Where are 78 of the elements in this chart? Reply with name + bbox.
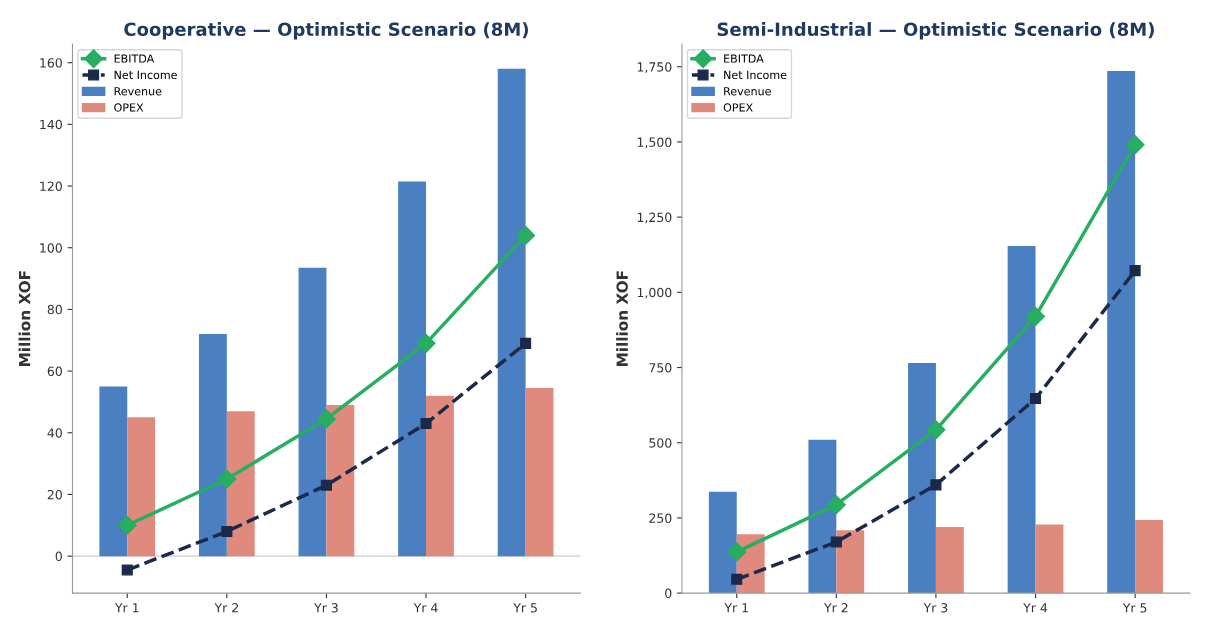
x-tick-label: Yr 4	[413, 603, 438, 613]
legend-label: EBITDA	[114, 54, 155, 63]
chart-title: Cooperative — Optimistic Scenario (8M)	[124, 22, 528, 40]
bar	[1007, 246, 1036, 594]
point	[830, 536, 842, 548]
point	[221, 525, 233, 538]
point	[516, 225, 536, 245]
y-tick-label: 100	[40, 243, 62, 253]
legend-label: OPEX	[723, 103, 753, 112]
bar	[908, 363, 936, 594]
point	[731, 573, 743, 585]
y-tick-label: 1,250	[637, 212, 672, 224]
point	[1025, 306, 1046, 326]
legend-label: OPEX	[114, 103, 144, 112]
y-tick-label: 1,750	[637, 62, 672, 73]
point	[1029, 392, 1042, 405]
point	[1125, 135, 1145, 155]
point	[416, 333, 436, 353]
legend-label: EBITDA	[724, 54, 764, 63]
y-tick-label: 1,500	[637, 137, 672, 149]
bar	[708, 491, 737, 594]
point	[117, 515, 137, 535]
x-tick-label: Yr 3	[314, 603, 338, 613]
point	[217, 469, 237, 489]
y-tick-label: 250	[649, 513, 672, 523]
point	[727, 542, 747, 562]
y-tick-label: 60	[47, 366, 62, 377]
bar	[1135, 520, 1163, 594]
bar	[935, 526, 964, 594]
y-tick-label: 0	[55, 551, 62, 562]
bar	[99, 386, 128, 557]
y-tick-label: 80	[47, 304, 62, 315]
bar	[1107, 70, 1136, 594]
legend-label: Net Income	[724, 70, 787, 80]
y-tick-label: 750	[649, 363, 672, 373]
point	[121, 564, 133, 576]
y-tick-label: 40	[47, 428, 62, 438]
x-tick-label: Yr 5	[513, 603, 537, 613]
point	[420, 417, 432, 430]
bar	[127, 417, 156, 557]
bar	[426, 395, 454, 557]
x-tick-label: Yr 5	[1122, 603, 1147, 613]
x-tick-label: Yr 2	[823, 603, 848, 613]
point	[316, 409, 336, 429]
legend-label: Revenue	[114, 87, 162, 96]
point	[826, 495, 846, 515]
y-tick-label: 160	[40, 58, 62, 68]
legend-label: Net Income	[114, 70, 177, 80]
point	[926, 420, 946, 440]
bar	[298, 267, 327, 557]
legend-label: Revenue	[724, 87, 771, 96]
bar	[198, 334, 227, 557]
y-tick-label: 0	[665, 588, 672, 599]
x-tick-label: Yr 1	[114, 603, 139, 613]
point	[930, 479, 942, 491]
bar	[808, 439, 837, 594]
bar	[497, 68, 526, 557]
bar	[398, 181, 427, 557]
bar	[226, 411, 255, 557]
bar	[1035, 524, 1064, 594]
x-tick-label: Yr 2	[214, 603, 238, 613]
bar	[326, 405, 355, 557]
point	[320, 479, 332, 491]
point	[520, 337, 532, 349]
y-tick-label: 500	[649, 438, 672, 448]
y-tick-label: 1,000	[637, 287, 672, 299]
x-tick-label: Yr 4	[1023, 603, 1048, 613]
y-axis-title: Million XOF	[18, 271, 31, 366]
point	[1129, 265, 1141, 277]
bar	[836, 530, 865, 594]
bar	[525, 388, 554, 557]
x-tick-label: Yr 1	[724, 603, 748, 613]
chart-title: Semi-Industrial — Optimistic Scenario (8M)	[717, 22, 1154, 40]
y-tick-label: 20	[47, 489, 62, 500]
x-tick-label: Yr 3	[923, 603, 948, 613]
y-tick-label: 140	[40, 119, 62, 130]
y-tick-label: 120	[40, 181, 62, 191]
y-axis-title: Million XOF	[616, 271, 628, 366]
